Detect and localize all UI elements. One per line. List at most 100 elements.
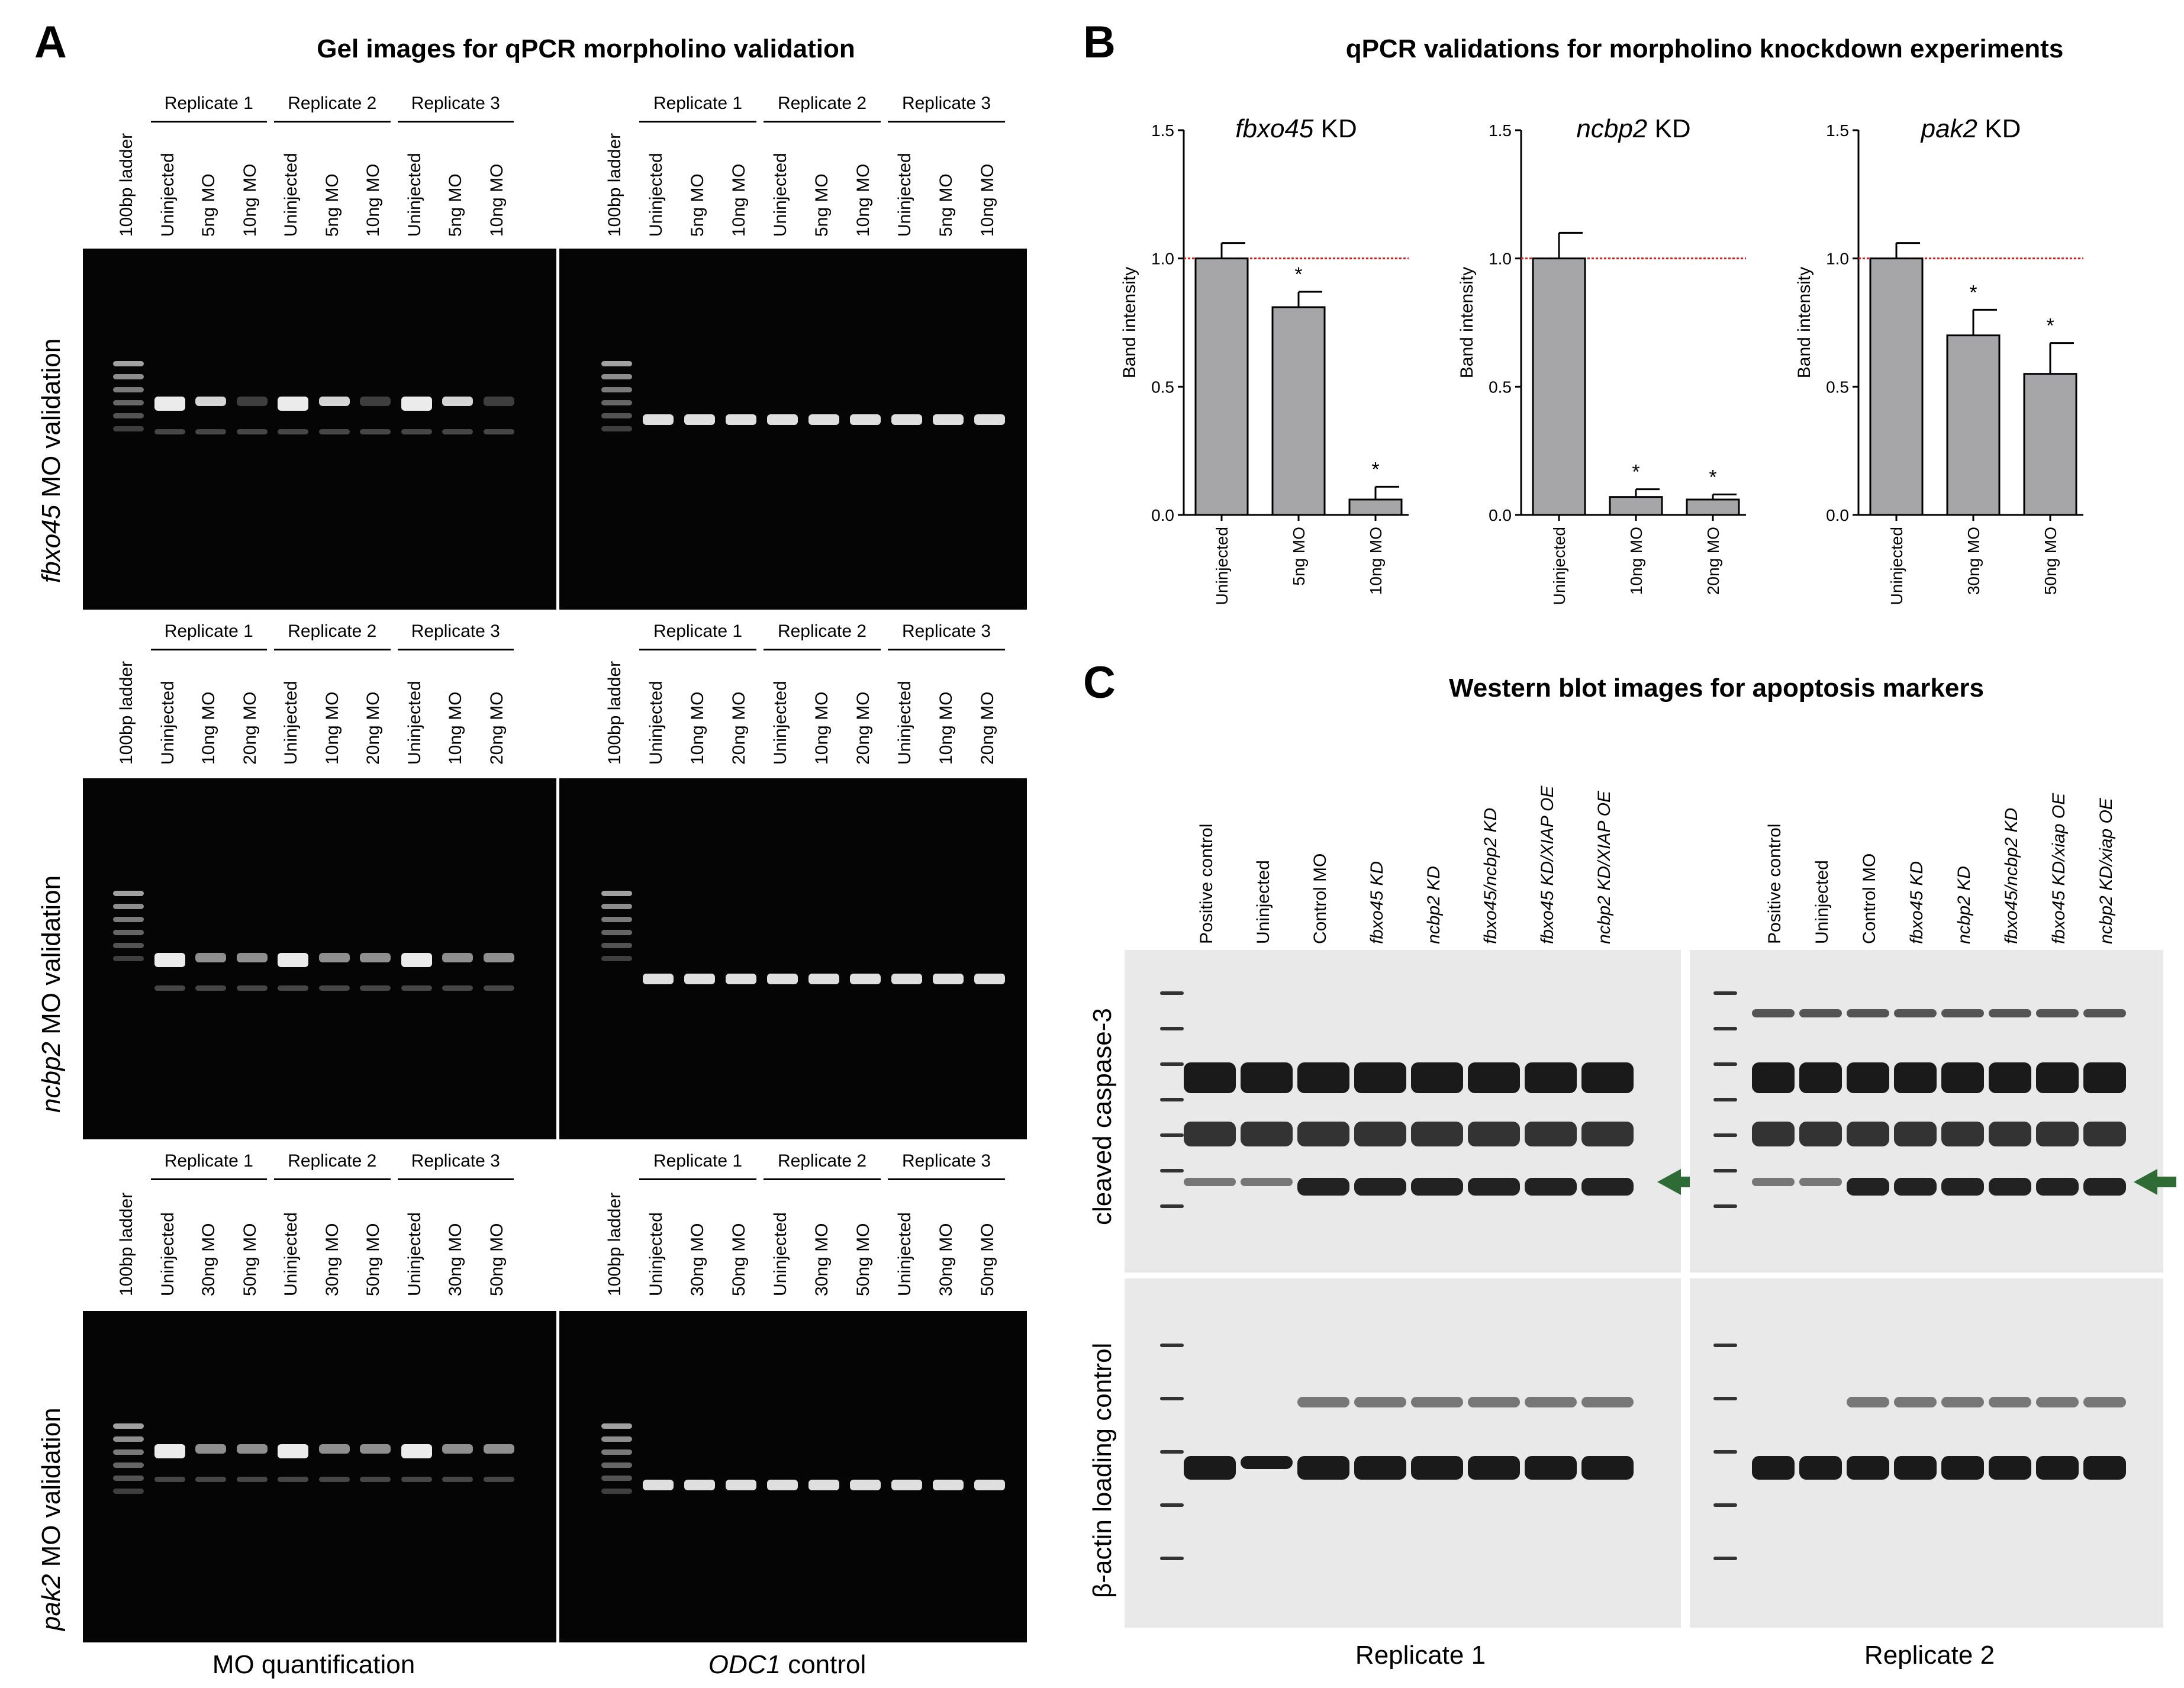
ladder-band <box>601 361 632 366</box>
blot-lane-label: fbxo45 KD/xiap OE <box>2049 793 2069 944</box>
dna-band <box>195 1444 226 1454</box>
protein-band <box>1799 1122 1842 1146</box>
dna-band <box>808 414 839 425</box>
blot-row-label-actin: β-actin loading control <box>1088 1342 1117 1598</box>
replicate-underline <box>888 1178 1005 1180</box>
actin-band <box>2036 1456 2079 1480</box>
blot-lane-label: Uninjected <box>1254 860 1273 944</box>
bar-chart-1: ncbp2 KD 0.0 0.5 1.0 1.5 Band intensity Uninje… <box>1457 114 1746 605</box>
lane-label: 20ng MO <box>363 691 383 765</box>
marker-tick <box>1713 1450 1737 1454</box>
protein-band <box>1941 1062 1984 1093</box>
replicate-label: Replicate 3 <box>411 94 500 113</box>
replicate-label: Replicate 2 <box>777 621 867 641</box>
replicate-label: Replicate 2 <box>288 94 377 113</box>
dna-band <box>643 414 674 425</box>
chart-title-gene: pak2 <box>1920 114 1977 143</box>
dna-band <box>278 397 308 411</box>
replicate-underline <box>274 121 391 123</box>
significance-star: * <box>2046 315 2054 337</box>
ladder-band <box>113 1476 144 1481</box>
replicate-label: Replicate 1 <box>164 94 253 113</box>
gel-bottom-label-left: MO quantification <box>212 1650 415 1679</box>
cleaved-band <box>1581 1178 1634 1196</box>
replicate-underline <box>397 1178 514 1180</box>
marker-tick <box>1713 1169 1737 1172</box>
replicate-label: Replicate 1 <box>164 1151 253 1171</box>
bar <box>1609 496 1663 516</box>
y-tick-label: 1.0 <box>1151 250 1174 268</box>
y-tick-label: 1.0 <box>1489 250 1512 268</box>
blot-lane-label: fbxo45 KD <box>1907 861 1927 944</box>
chart-title-suffix: KD <box>1313 114 1357 143</box>
ladder-band <box>601 891 632 896</box>
actin-band <box>1184 1456 1236 1480</box>
x-tick-label: Uninjected <box>1887 527 1906 605</box>
protein-band <box>1411 1062 1463 1093</box>
blot-lane-label: fbxo45/ncbp2 KD <box>1481 807 1500 944</box>
dna-band <box>154 1444 185 1458</box>
cleaved-band <box>1799 1178 1842 1186</box>
replicate-underline <box>639 1178 756 1180</box>
blot-actin-image <box>1125 1278 1681 1628</box>
marker-tick <box>1713 1133 1737 1137</box>
protein-band <box>1184 1122 1236 1146</box>
lane-label: 100bp ladder <box>605 661 624 765</box>
dna-band <box>850 974 881 984</box>
replicate-label: Replicate 1 <box>164 621 253 641</box>
dna-band <box>891 1480 922 1490</box>
ladder-band <box>113 904 144 909</box>
dna-band <box>278 1444 308 1458</box>
x-tick-label: 10ng MO <box>1367 527 1385 595</box>
ladder-band <box>601 1449 632 1455</box>
actin-band <box>1799 1456 1842 1480</box>
blot-lane-label: ncbp2 KD/XIAP OE <box>1594 790 1614 944</box>
bar <box>1271 306 1326 516</box>
upper-band <box>1799 1009 1842 1017</box>
blot-lane-label: Control MO <box>1860 853 1879 944</box>
marker-tick <box>1713 991 1737 995</box>
cleaved-band <box>1941 1178 1984 1196</box>
protein-band <box>1941 1122 1984 1146</box>
faint-band <box>483 1477 514 1482</box>
dna-band <box>767 414 798 425</box>
upper-band <box>2083 1009 2126 1017</box>
panel-b-title: qPCR validations for morpholino knockdow… <box>1345 34 2064 63</box>
lane-label: Uninjected <box>157 153 178 237</box>
lane-label: 50ng MO <box>363 1223 383 1296</box>
dna-band <box>808 1480 839 1490</box>
faint-band <box>360 1477 391 1482</box>
upper-band <box>1894 1009 1937 1017</box>
dna-band <box>442 1444 473 1454</box>
cleaved-band <box>1468 1178 1520 1196</box>
bar <box>1686 498 1740 516</box>
blot-bottom-label-right: Replicate 2 <box>1864 1641 1995 1670</box>
ladder-band <box>113 1449 144 1455</box>
lane-label: 10ng MO <box>199 691 218 765</box>
y-tick-label: 0.5 <box>1151 378 1174 396</box>
protein-band <box>1297 1122 1349 1146</box>
dna-band <box>974 974 1005 984</box>
blot-lane-label: ncbp2 KD/xiap OE <box>2096 798 2116 944</box>
marker-tick <box>1713 1397 1737 1400</box>
marker-tick <box>1160 1169 1184 1172</box>
lane-label: 20ng MO <box>853 691 873 765</box>
x-tick-label: 10ng MO <box>1627 527 1645 595</box>
cleaved-band <box>1411 1178 1463 1196</box>
ladder-band <box>601 413 632 418</box>
bar <box>1946 334 2001 516</box>
faint-band <box>401 1477 432 1482</box>
ladder-band <box>601 400 632 405</box>
ladder-band <box>601 1423 632 1429</box>
bar <box>2023 373 2077 516</box>
dna-band <box>808 974 839 984</box>
lane-label: Uninjected <box>157 1212 178 1296</box>
actin-band <box>1411 1456 1463 1480</box>
ladder-band <box>113 891 144 896</box>
marker-tick <box>1160 1344 1184 1347</box>
faint-band <box>318 1477 350 1482</box>
actin-band <box>1297 1456 1349 1480</box>
cleaved-band <box>1752 1178 1795 1186</box>
actin-upper-band <box>1354 1397 1406 1407</box>
replicate-label: Replicate 1 <box>653 621 743 641</box>
